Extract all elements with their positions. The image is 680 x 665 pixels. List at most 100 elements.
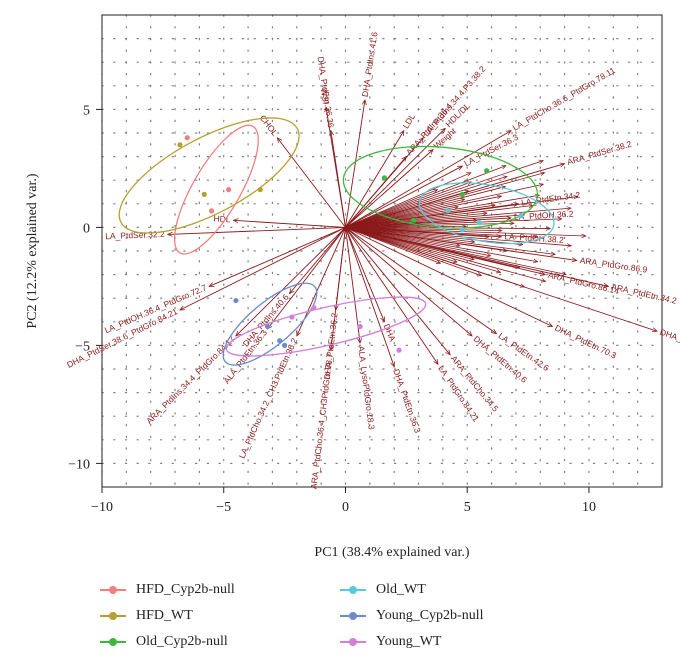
legend-label: Old_Cyp2b-null xyxy=(136,634,228,649)
data-point xyxy=(381,175,388,181)
loading-arrow xyxy=(345,128,445,228)
loading-arrow xyxy=(331,131,346,228)
loading-arrow xyxy=(345,226,552,327)
legend-label: Young_WT xyxy=(376,634,442,649)
loading-arrow xyxy=(345,176,507,228)
loading-arrow xyxy=(345,227,394,366)
legend-dot xyxy=(349,612,357,620)
pca-biplot: −10 −5 0 5 10 −10 −5 0 5 PC1 (38.4% explained var… xyxy=(25,14,680,560)
loading-arrow xyxy=(209,226,346,286)
loading-arrow xyxy=(268,227,346,328)
loading-arrow xyxy=(233,220,346,228)
loading-arrow xyxy=(345,227,500,272)
group-ellipse xyxy=(225,296,427,357)
data-point xyxy=(226,187,232,193)
legend-swatch xyxy=(100,611,126,621)
plot-frame xyxy=(101,14,663,488)
loading-label: LA_PtdOH.36.2 xyxy=(514,209,574,222)
loading-arrow xyxy=(345,227,571,245)
data-point xyxy=(289,314,295,320)
legend-item: Young_Cyp2b-null xyxy=(340,608,484,624)
group-ellipse xyxy=(118,117,300,234)
data-point xyxy=(459,191,465,197)
loading-label: DHA_PtdIns.41.6 xyxy=(360,31,380,98)
legend-label: Old_WT xyxy=(376,582,426,597)
data-point xyxy=(396,347,402,353)
x-tick-label: 5 xyxy=(464,500,471,515)
legend-swatch xyxy=(100,585,126,595)
loading-label: DHA_PtdEtn.36.36 xyxy=(315,56,336,129)
loading-arrow xyxy=(277,138,346,228)
y-tick-label: −5 xyxy=(75,339,90,354)
loading-arrow xyxy=(345,227,438,364)
legend-item: Young_WT xyxy=(340,634,441,650)
loading-arrow xyxy=(345,227,384,321)
loading-arrow xyxy=(345,138,423,228)
loading-label: WSI xyxy=(319,87,331,104)
legend-item: Old_WT xyxy=(340,582,426,598)
loading-arrow xyxy=(345,161,543,228)
legend-dot xyxy=(349,586,357,594)
loading-arrow xyxy=(345,182,471,228)
loading-arrow xyxy=(331,227,346,350)
loading-arrow xyxy=(345,226,608,286)
data-point xyxy=(411,217,417,223)
loading-arrow xyxy=(345,223,514,228)
loading-arrow xyxy=(345,227,545,281)
data-point xyxy=(357,323,363,330)
loading-arrow xyxy=(345,218,511,228)
loading-arrow xyxy=(345,131,403,228)
loading-label: LDL xyxy=(401,112,418,131)
legend-swatch xyxy=(340,585,366,595)
data-point xyxy=(201,191,207,197)
loading-arrow xyxy=(168,226,346,234)
loading-arrow xyxy=(345,100,364,228)
group-ellipse xyxy=(222,282,318,366)
loading-arrow xyxy=(345,227,585,236)
loading-label: LA_PtdOH.38.2 xyxy=(504,231,564,245)
loading-arrow xyxy=(345,227,450,354)
loading-arrow xyxy=(345,208,571,228)
legend-dot xyxy=(109,586,117,594)
loading-label: LA_PtdIns.34.4.P3.38.2 xyxy=(421,64,488,139)
loading-label: LA_PtdCho.36.6_PtdGro.78.11 xyxy=(511,65,617,133)
legend-swatch xyxy=(340,637,366,647)
loading-arrow xyxy=(345,226,657,331)
x-tick-label: −10 xyxy=(91,500,113,515)
loading-label: ARA_PtdEtn.34.2 xyxy=(610,281,677,305)
loading-label: ALA_LysoPtdGro.18.3 xyxy=(356,345,377,430)
loading-label: DHA_PtdSer.38.6_PtdGro.84.21 xyxy=(65,306,179,370)
data-point xyxy=(264,323,271,330)
data-point xyxy=(177,142,183,148)
group-ellipse xyxy=(418,182,555,245)
loading-arrow xyxy=(345,173,470,228)
loading-arrow xyxy=(345,204,518,228)
group-ellipse xyxy=(173,124,259,255)
loading-arrow xyxy=(345,227,490,255)
legend-dot xyxy=(349,638,357,646)
loading-label: DHA_PtdEtn.70.3 xyxy=(553,323,618,361)
legend-dot xyxy=(109,612,117,620)
loading-arrow xyxy=(345,226,576,260)
y-tick-label: 5 xyxy=(83,103,90,118)
loading-label: LA_PtdSer.36.3 xyxy=(462,132,520,169)
x-tick-label: 10 xyxy=(582,500,596,515)
loading-label: HDL xyxy=(213,213,231,224)
x-tick-label: 0 xyxy=(342,500,349,515)
legend-label: Young_Cyp2b-null xyxy=(376,608,484,623)
legend-swatch xyxy=(100,637,126,647)
y-tick-label: 0 xyxy=(83,221,90,236)
legend-item: HFD_WT xyxy=(100,608,193,624)
y-axis-label: PC2 (12.2% explained var.) xyxy=(25,173,40,328)
loading-arrow xyxy=(345,184,543,228)
loading-arrow xyxy=(345,226,501,236)
loading-label: LA_PtdGro.84.21 xyxy=(436,364,481,424)
loading-arrow xyxy=(345,227,472,336)
data-point xyxy=(484,168,490,174)
legend-item: Old_Cyp2b-null xyxy=(100,634,228,650)
data-point xyxy=(459,227,465,233)
loading-label: ARA_PtdCho.36.4_CH3PtdGro.78.7 xyxy=(309,352,335,490)
loading-label: ARA_PtdSer.38.2 xyxy=(566,139,633,167)
loading-label: LA_PtdEtn.34.2 xyxy=(521,190,582,208)
loading-arrow xyxy=(345,205,532,228)
